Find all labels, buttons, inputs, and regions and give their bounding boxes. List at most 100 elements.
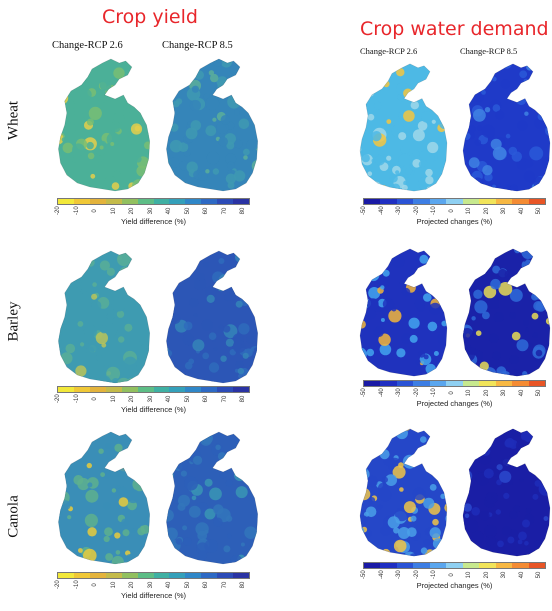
map-cell — [464, 513, 470, 519]
map-cell — [108, 432, 122, 440]
map-cell — [437, 362, 447, 372]
map-cell — [88, 340, 99, 352]
map-cell — [401, 333, 412, 344]
colorbar-tick-label: -10 — [73, 580, 80, 589]
map-wheat-yield-rcp85 — [166, 58, 259, 192]
colorbar-swatch — [58, 573, 74, 578]
map-cell — [227, 95, 241, 109]
map-outline — [58, 58, 151, 192]
map-cell — [453, 261, 462, 270]
map-cell — [86, 118, 94, 126]
map-cell — [414, 453, 420, 459]
map-cell — [60, 448, 69, 457]
map-cell — [155, 441, 164, 450]
map-region — [58, 432, 150, 564]
map-cell — [44, 353, 58, 367]
colorbar-swatch — [233, 199, 250, 204]
map-cell — [410, 101, 419, 110]
map-cell — [360, 550, 361, 557]
map-cell — [79, 60, 92, 72]
map-cell — [110, 142, 115, 146]
map-cell — [468, 157, 480, 169]
map-cell — [62, 142, 74, 154]
map-cell — [191, 495, 197, 501]
map-cell — [145, 260, 150, 274]
map-cell — [481, 124, 495, 138]
map-cell — [393, 527, 400, 534]
map-cell — [443, 63, 447, 67]
map-cell — [378, 333, 391, 346]
map-cell — [234, 469, 246, 482]
map-cell — [123, 182, 128, 188]
map-cell — [200, 59, 211, 62]
map-cell — [142, 268, 150, 278]
map-cell — [166, 185, 168, 191]
map-cell — [360, 364, 366, 373]
map-cell — [361, 154, 370, 163]
map-region — [463, 428, 550, 557]
map-cell — [492, 104, 501, 112]
map-cell — [380, 525, 392, 536]
map-cell — [354, 141, 359, 146]
map-cell — [218, 136, 228, 147]
colorbar-tick-label: 20 — [483, 389, 490, 397]
map-cell — [197, 170, 208, 181]
map-cell — [78, 377, 87, 383]
colorbar-tick-label: -10 — [431, 570, 437, 579]
map-cell — [522, 319, 530, 327]
map-cell — [388, 309, 402, 323]
colorbar-tick-label: -40 — [378, 388, 385, 397]
map-cell — [534, 480, 542, 487]
map-cell — [235, 251, 246, 263]
map-cell — [545, 459, 550, 469]
map-cell — [122, 529, 130, 537]
map-cell — [95, 331, 108, 345]
map-cell — [512, 505, 521, 513]
colorbar-tick-label: -10 — [73, 206, 80, 215]
map-cell — [468, 438, 477, 447]
map-cell — [62, 98, 75, 112]
map-cell — [106, 366, 121, 381]
map-cell — [137, 341, 143, 347]
map-cell — [210, 73, 219, 83]
map-cell — [429, 99, 436, 106]
map-cell — [500, 457, 509, 466]
map-cell — [243, 285, 257, 300]
map-cell — [189, 297, 199, 308]
map-region — [44, 251, 150, 383]
map-cell — [140, 525, 145, 530]
map-cell — [145, 275, 150, 287]
map-cell — [244, 436, 249, 441]
map-outline — [166, 431, 259, 565]
map-cell — [360, 532, 364, 541]
map-cell — [146, 254, 150, 259]
colorbar-tick-label: 30 — [501, 571, 507, 579]
map-cell — [529, 146, 544, 161]
map-cell — [58, 451, 67, 463]
map-cell — [388, 464, 395, 471]
map-cell — [60, 374, 67, 381]
map-cell — [113, 124, 119, 130]
map-cell — [373, 256, 383, 266]
map-cell — [535, 301, 546, 312]
map-cell — [533, 176, 545, 189]
colorbar-swatch — [153, 387, 170, 392]
colorbar-tick-label: -20 — [55, 580, 61, 589]
map-cell — [387, 516, 400, 529]
map-cell — [166, 468, 174, 483]
map-cell — [536, 283, 548, 295]
map-cell — [467, 454, 477, 464]
map-cell — [465, 269, 475, 278]
map-cell — [420, 547, 428, 554]
map-cell — [59, 251, 69, 252]
map-wheat-demand-rcp85 — [462, 63, 551, 192]
map-cell — [471, 316, 476, 321]
map-cell — [236, 251, 245, 253]
colorbar-swatch — [429, 381, 447, 386]
map-cell — [245, 291, 257, 303]
map-cell — [242, 251, 248, 255]
map-cell — [463, 261, 471, 272]
colorbar-swatch — [479, 199, 496, 204]
map-cell — [392, 255, 405, 268]
colorbar-tick-label: -50 — [361, 570, 367, 579]
